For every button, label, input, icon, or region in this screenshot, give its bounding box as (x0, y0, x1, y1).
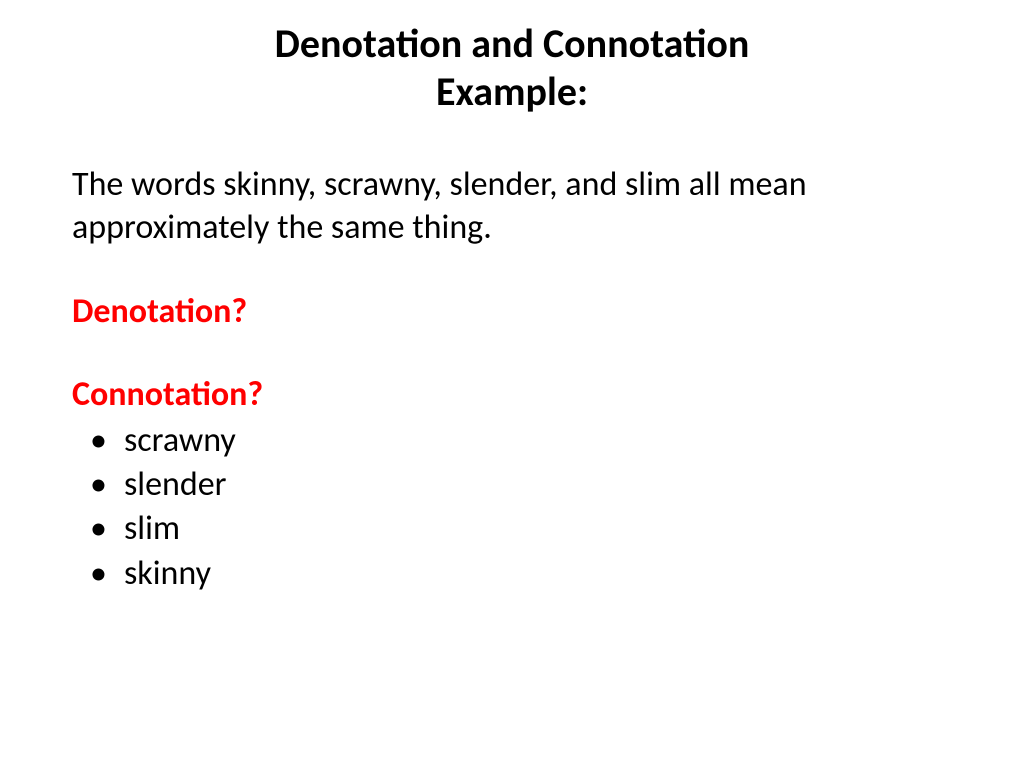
slide-title: Denotation and Connotation Example: (72, 20, 952, 116)
title-line-1: Denotation and Connotation (275, 19, 750, 68)
list-item: slim (90, 507, 952, 551)
list-item: skinny (90, 552, 952, 596)
denotation-question: Denotation? (72, 291, 952, 332)
intro-paragraph: The words skinny, scrawny, slender, and … (72, 164, 952, 249)
title-line-2: Example: (436, 67, 588, 116)
list-item: scrawny (90, 419, 952, 463)
connotation-question: Connotation? (72, 374, 952, 415)
connotation-list: scrawny slender slim skinny (72, 419, 952, 596)
list-item: slender (90, 463, 952, 507)
